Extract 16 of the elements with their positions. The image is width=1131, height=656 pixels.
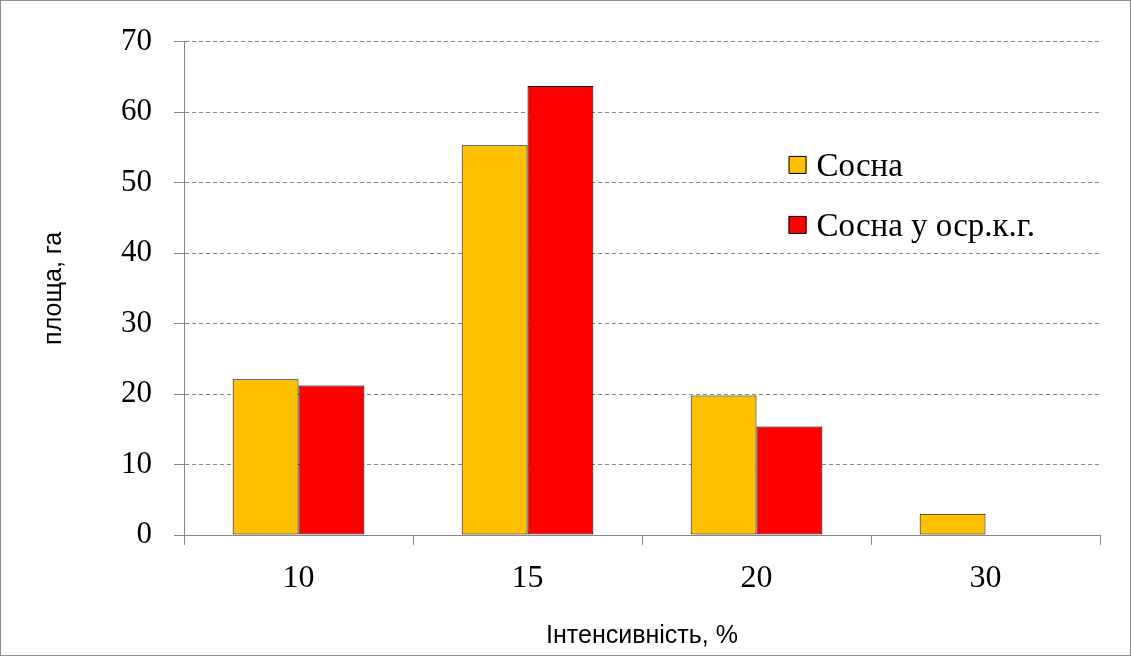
x-tick-label: 10 [282,557,315,594]
y-tick-label: 60 [121,92,152,128]
x-axis-title: Інтенсивність, % [546,619,738,648]
legend-label: Сосна [816,146,904,183]
y-tick-label: 20 [121,374,152,410]
x-tick-label: 15 [511,557,544,594]
y-tick-label: 0 [136,515,152,551]
x-tick-label: 20 [740,557,773,594]
x-tick-label: 30 [969,557,1002,594]
y-tick-label: 10 [121,444,152,480]
y-tick-label: 50 [121,162,152,198]
y-tick-label: 30 [121,303,152,339]
y-tick-label: 70 [121,21,152,57]
legend-label: Сосна у оср.к.г. [816,206,1035,243]
y-axis-title: площа, га [37,231,66,345]
y-tick-label: 40 [121,233,152,269]
